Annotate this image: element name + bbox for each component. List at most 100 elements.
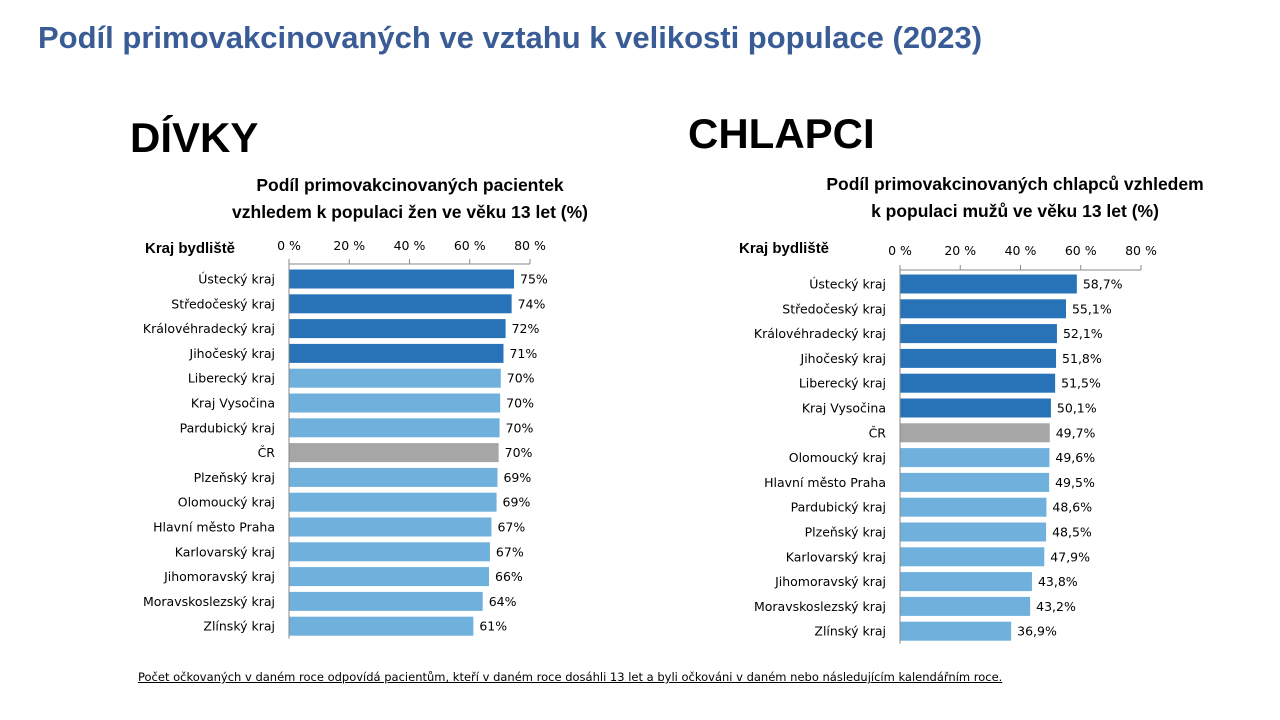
boys-category-label: Středočeský kraj <box>782 301 886 316</box>
boys-data-label: 55,1% <box>1072 301 1112 316</box>
boys-category-label: Ústecký kraj <box>809 277 886 292</box>
girls-x-tick-label: 0 % <box>277 238 301 253</box>
girls-category-label: Kraj Vysočina <box>191 396 275 411</box>
girls-bar <box>289 269 515 289</box>
boys-data-label: 52,1% <box>1063 326 1103 341</box>
girls-data-label: 75% <box>520 272 548 287</box>
boys-x-tick-label: 60 % <box>1065 243 1097 258</box>
boys-data-label: 58,7% <box>1083 277 1123 292</box>
girls-bar <box>289 616 474 636</box>
boys-category-axis-label: Kraj bydliště <box>739 240 830 257</box>
boys-data-label: 43,8% <box>1038 574 1078 589</box>
boys-x-tick-label: 80 % <box>1125 243 1157 258</box>
girls-bar <box>289 591 483 611</box>
girls-bar <box>289 492 497 512</box>
boys-bar <box>900 274 1077 294</box>
boys-category-label: Kraj Vysočina <box>802 401 886 416</box>
boys-data-label: 48,6% <box>1052 500 1092 515</box>
boys-x-tick-label: 20 % <box>944 243 976 258</box>
girls-category-label: Pardubický kraj <box>180 420 275 435</box>
girls-chart-title: Podíl primovakcinovaných pacientek vzhle… <box>160 172 660 226</box>
girls-bar <box>289 294 512 314</box>
girls-category-label: Hlavní město Praha <box>153 520 275 535</box>
girls-data-label: 61% <box>479 619 507 634</box>
girls-x-tick-label: 40 % <box>394 238 426 253</box>
girls-data-label: 64% <box>489 594 517 609</box>
girls-bar <box>289 319 506 339</box>
boys-x-tick-label: 40 % <box>1005 243 1037 258</box>
girls-category-label: Karlovarský kraj <box>175 544 275 559</box>
girls-category-axis-label: Kraj bydliště <box>145 240 236 257</box>
boys-data-label: 49,7% <box>1056 425 1096 440</box>
boys-bar <box>900 572 1032 592</box>
boys-chart-title-line2: k populaci mužů ve věku 13 let (%) <box>871 201 1159 221</box>
boys-category-label: Olomoucký kraj <box>789 450 886 465</box>
boys-data-label: 49,6% <box>1055 450 1095 465</box>
girls-category-label: Královéhradecký kraj <box>143 321 275 336</box>
boys-category-label: Plzeňský kraj <box>805 525 886 540</box>
girls-bar <box>289 368 501 388</box>
boys-chart-title: Podíl primovakcinovaných chlapců vzhlede… <box>765 171 1265 225</box>
boys-bar <box>900 423 1050 443</box>
boys-data-label: 50,1% <box>1057 401 1097 416</box>
girls-category-label: Středočeský kraj <box>171 296 275 311</box>
girls-bar <box>289 443 499 463</box>
boys-bar <box>900 324 1057 344</box>
boys-data-label: 48,5% <box>1052 525 1092 540</box>
boys-data-label: 43,2% <box>1036 599 1076 614</box>
boys-data-label: 51,8% <box>1062 351 1102 366</box>
girls-data-label: 66% <box>495 569 523 584</box>
boys-heading: CHLAPCI <box>688 110 875 157</box>
girls-chart-title-line2: vzhledem k populaci žen ve věku 13 let (… <box>232 202 588 222</box>
girls-data-label: 67% <box>496 544 524 559</box>
girls-data-label: 74% <box>518 296 546 311</box>
girls-category-label: Olomoucký kraj <box>178 495 275 510</box>
boys-bar <box>900 348 1057 368</box>
boys-x-tick-label: 0 % <box>888 243 912 258</box>
girls-bar <box>289 517 492 537</box>
girls-x-tick-label: 60 % <box>454 238 486 253</box>
boys-category-label: Pardubický kraj <box>791 500 886 515</box>
girls-category-label: Jihomoravský kraj <box>163 569 275 584</box>
boys-category-label: Jihočeský kraj <box>800 351 886 366</box>
girls-category-label: Moravskoslezský kraj <box>143 594 275 609</box>
boys-bar <box>900 472 1050 492</box>
boys-category-label: Zlínský kraj <box>814 624 886 639</box>
page-title: Podíl primovakcinovaných ve vztahu k vel… <box>38 20 983 55</box>
boys-category-label: Jihomoravský kraj <box>774 574 886 589</box>
boys-category-label: Královéhradecký kraj <box>754 326 886 341</box>
boys-category-label: ČR <box>869 425 887 440</box>
girls-category-label: Zlínský kraj <box>203 619 275 634</box>
boys-bar <box>900 522 1047 542</box>
girls-bar <box>289 467 498 487</box>
boys-category-label: Hlavní město Praha <box>764 475 886 490</box>
girls-data-label: 70% <box>505 445 533 460</box>
boys-bar <box>900 398 1051 418</box>
girls-data-label: 70% <box>507 371 535 386</box>
girls-data-label: 70% <box>506 396 534 411</box>
girls-data-label: 70% <box>506 420 534 435</box>
girls-data-label: 72% <box>512 321 540 336</box>
girls-data-label: 67% <box>497 520 525 535</box>
boys-bar <box>900 448 1050 468</box>
girls-category-label: Plzeňský kraj <box>194 470 275 485</box>
boys-chart-title-line1: Podíl primovakcinovaných chlapců vzhlede… <box>826 174 1204 194</box>
boys-data-label: 36,9% <box>1017 624 1057 639</box>
girls-bar <box>289 418 500 438</box>
girls-category-label: Ústecký kraj <box>198 272 275 287</box>
girls-category-label: Liberecký kraj <box>188 371 275 386</box>
boys-category-label: Karlovarský kraj <box>786 549 886 564</box>
boys-bar <box>900 547 1045 567</box>
footnote: Počet očkovaných v daném roce odpovídá p… <box>138 670 1003 684</box>
girls-category-label: Jihočeský kraj <box>189 346 275 361</box>
boys-bar <box>900 621 1012 641</box>
girls-heading: DÍVKY <box>130 114 259 161</box>
girls-data-label: 69% <box>503 470 531 485</box>
boys-category-label: Liberecký kraj <box>799 376 886 391</box>
girls-x-tick-label: 80 % <box>514 238 546 253</box>
girls-chart-title-line1: Podíl primovakcinovaných pacientek <box>256 175 564 195</box>
boys-data-label: 49,5% <box>1055 475 1095 490</box>
girls-bar <box>289 393 501 413</box>
